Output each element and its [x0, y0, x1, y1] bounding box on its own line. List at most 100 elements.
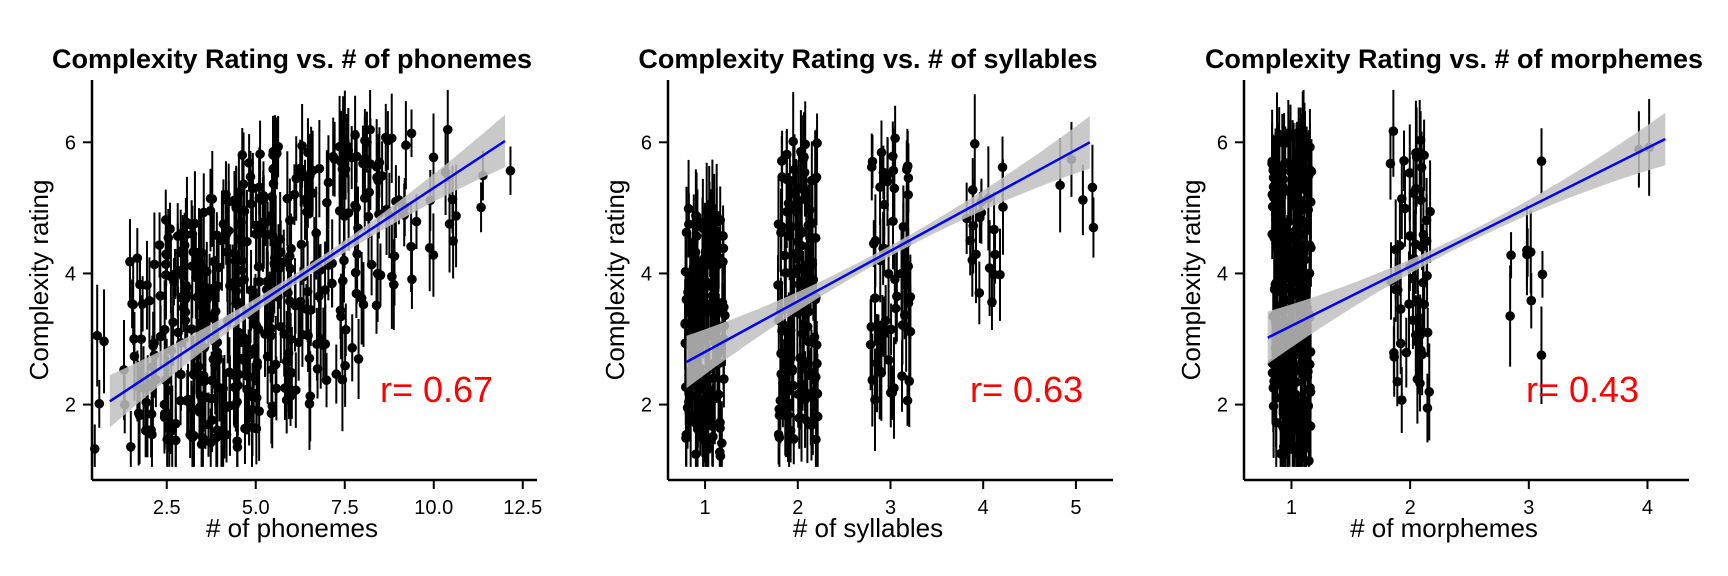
data-point	[154, 240, 165, 250]
data-point	[866, 162, 877, 172]
data-point	[1419, 150, 1429, 161]
data-point	[1290, 389, 1301, 400]
data-point	[1055, 180, 1065, 191]
data-point	[165, 224, 175, 234]
data-point	[890, 303, 901, 314]
data-point	[1424, 387, 1435, 397]
data-point	[253, 324, 264, 334]
data-point	[1415, 135, 1426, 146]
data-point	[211, 432, 222, 443]
data-point	[336, 311, 346, 322]
data-point	[1389, 352, 1399, 362]
data-point	[232, 442, 243, 452]
data-point	[312, 339, 322, 350]
data-point	[694, 378, 704, 388]
data-point	[380, 132, 391, 143]
data-point	[181, 283, 192, 293]
data-point	[974, 288, 985, 298]
data-point	[901, 164, 912, 175]
data-point	[788, 136, 798, 147]
data-point	[1305, 197, 1316, 207]
data-point	[278, 257, 289, 268]
data-point	[805, 205, 815, 215]
data-point	[1395, 304, 1406, 314]
data-point	[168, 317, 178, 328]
data-point	[247, 422, 257, 432]
data-point	[424, 243, 435, 253]
data-point	[1296, 145, 1306, 155]
data-point	[343, 145, 354, 156]
data-point	[776, 156, 787, 166]
data-point	[708, 391, 718, 402]
data-point	[213, 355, 223, 365]
data-point	[428, 152, 439, 163]
x-tick-label: 3	[885, 497, 896, 519]
data-point	[340, 360, 350, 371]
data-point	[210, 306, 221, 317]
data-point	[198, 207, 209, 218]
data-point	[689, 281, 699, 291]
x-tick-label: 1	[700, 497, 711, 519]
data-point	[1422, 270, 1432, 281]
data-point	[295, 172, 306, 183]
data-point	[360, 135, 370, 146]
y-axis-label: Complexity rating	[600, 180, 630, 381]
data-point	[307, 188, 318, 198]
data-point	[684, 397, 694, 407]
data-point	[236, 265, 247, 276]
data-point	[896, 268, 907, 279]
x-tick-label: 5.0	[242, 497, 270, 519]
x-tick-label: 2	[792, 497, 803, 519]
data-point	[353, 354, 364, 364]
data-point	[971, 249, 981, 260]
data-point	[296, 239, 307, 250]
data-point	[888, 216, 898, 227]
chart-title: Complexity Rating vs. # of phonemes	[52, 44, 532, 74]
data-point	[195, 257, 206, 268]
data-point	[285, 296, 295, 307]
data-point	[233, 380, 243, 391]
data-point	[99, 336, 109, 347]
data-point	[810, 233, 821, 243]
data-point	[890, 133, 900, 144]
data-point	[1294, 206, 1305, 217]
data-point	[870, 293, 880, 303]
data-point	[347, 343, 358, 353]
y-axis-label: Complexity rating	[1176, 180, 1206, 381]
data-point	[1404, 168, 1415, 178]
data-point	[878, 167, 889, 178]
x-tick-label: 10.0	[414, 497, 453, 519]
data-point	[1385, 158, 1396, 169]
data-point	[1277, 225, 1288, 236]
data-point	[776, 369, 786, 379]
data-point	[984, 263, 995, 273]
regression-fit-group	[109, 114, 506, 428]
data-point	[870, 236, 881, 246]
data-point	[1078, 195, 1088, 205]
data-point	[788, 380, 799, 391]
data-point	[356, 293, 367, 303]
x-tick-label: 2.5	[153, 497, 181, 519]
data-point	[870, 394, 880, 405]
data-point	[133, 408, 144, 418]
chart-panel-phonemes: Complexity Rating vs. # of phonemes 2.5 5…	[24, 44, 542, 543]
data-point	[865, 339, 876, 350]
data-point	[339, 255, 349, 266]
data-point	[302, 286, 313, 297]
data-point	[401, 140, 411, 151]
x-axis-label: # of morphemes	[1350, 513, 1538, 543]
data-point	[717, 306, 728, 316]
data-point	[888, 151, 898, 162]
correlation-annotation: r= 0.43	[1526, 369, 1639, 410]
data-point	[1422, 327, 1433, 338]
x-tick-label: 5	[1070, 497, 1081, 519]
data-point	[340, 136, 350, 147]
data-point	[784, 320, 794, 331]
data-point	[320, 339, 331, 349]
data-point	[375, 270, 386, 280]
data-point	[142, 280, 152, 290]
correlation-annotation: r= 0.63	[970, 369, 1083, 410]
data-point	[1399, 155, 1409, 166]
data-point	[698, 217, 708, 227]
